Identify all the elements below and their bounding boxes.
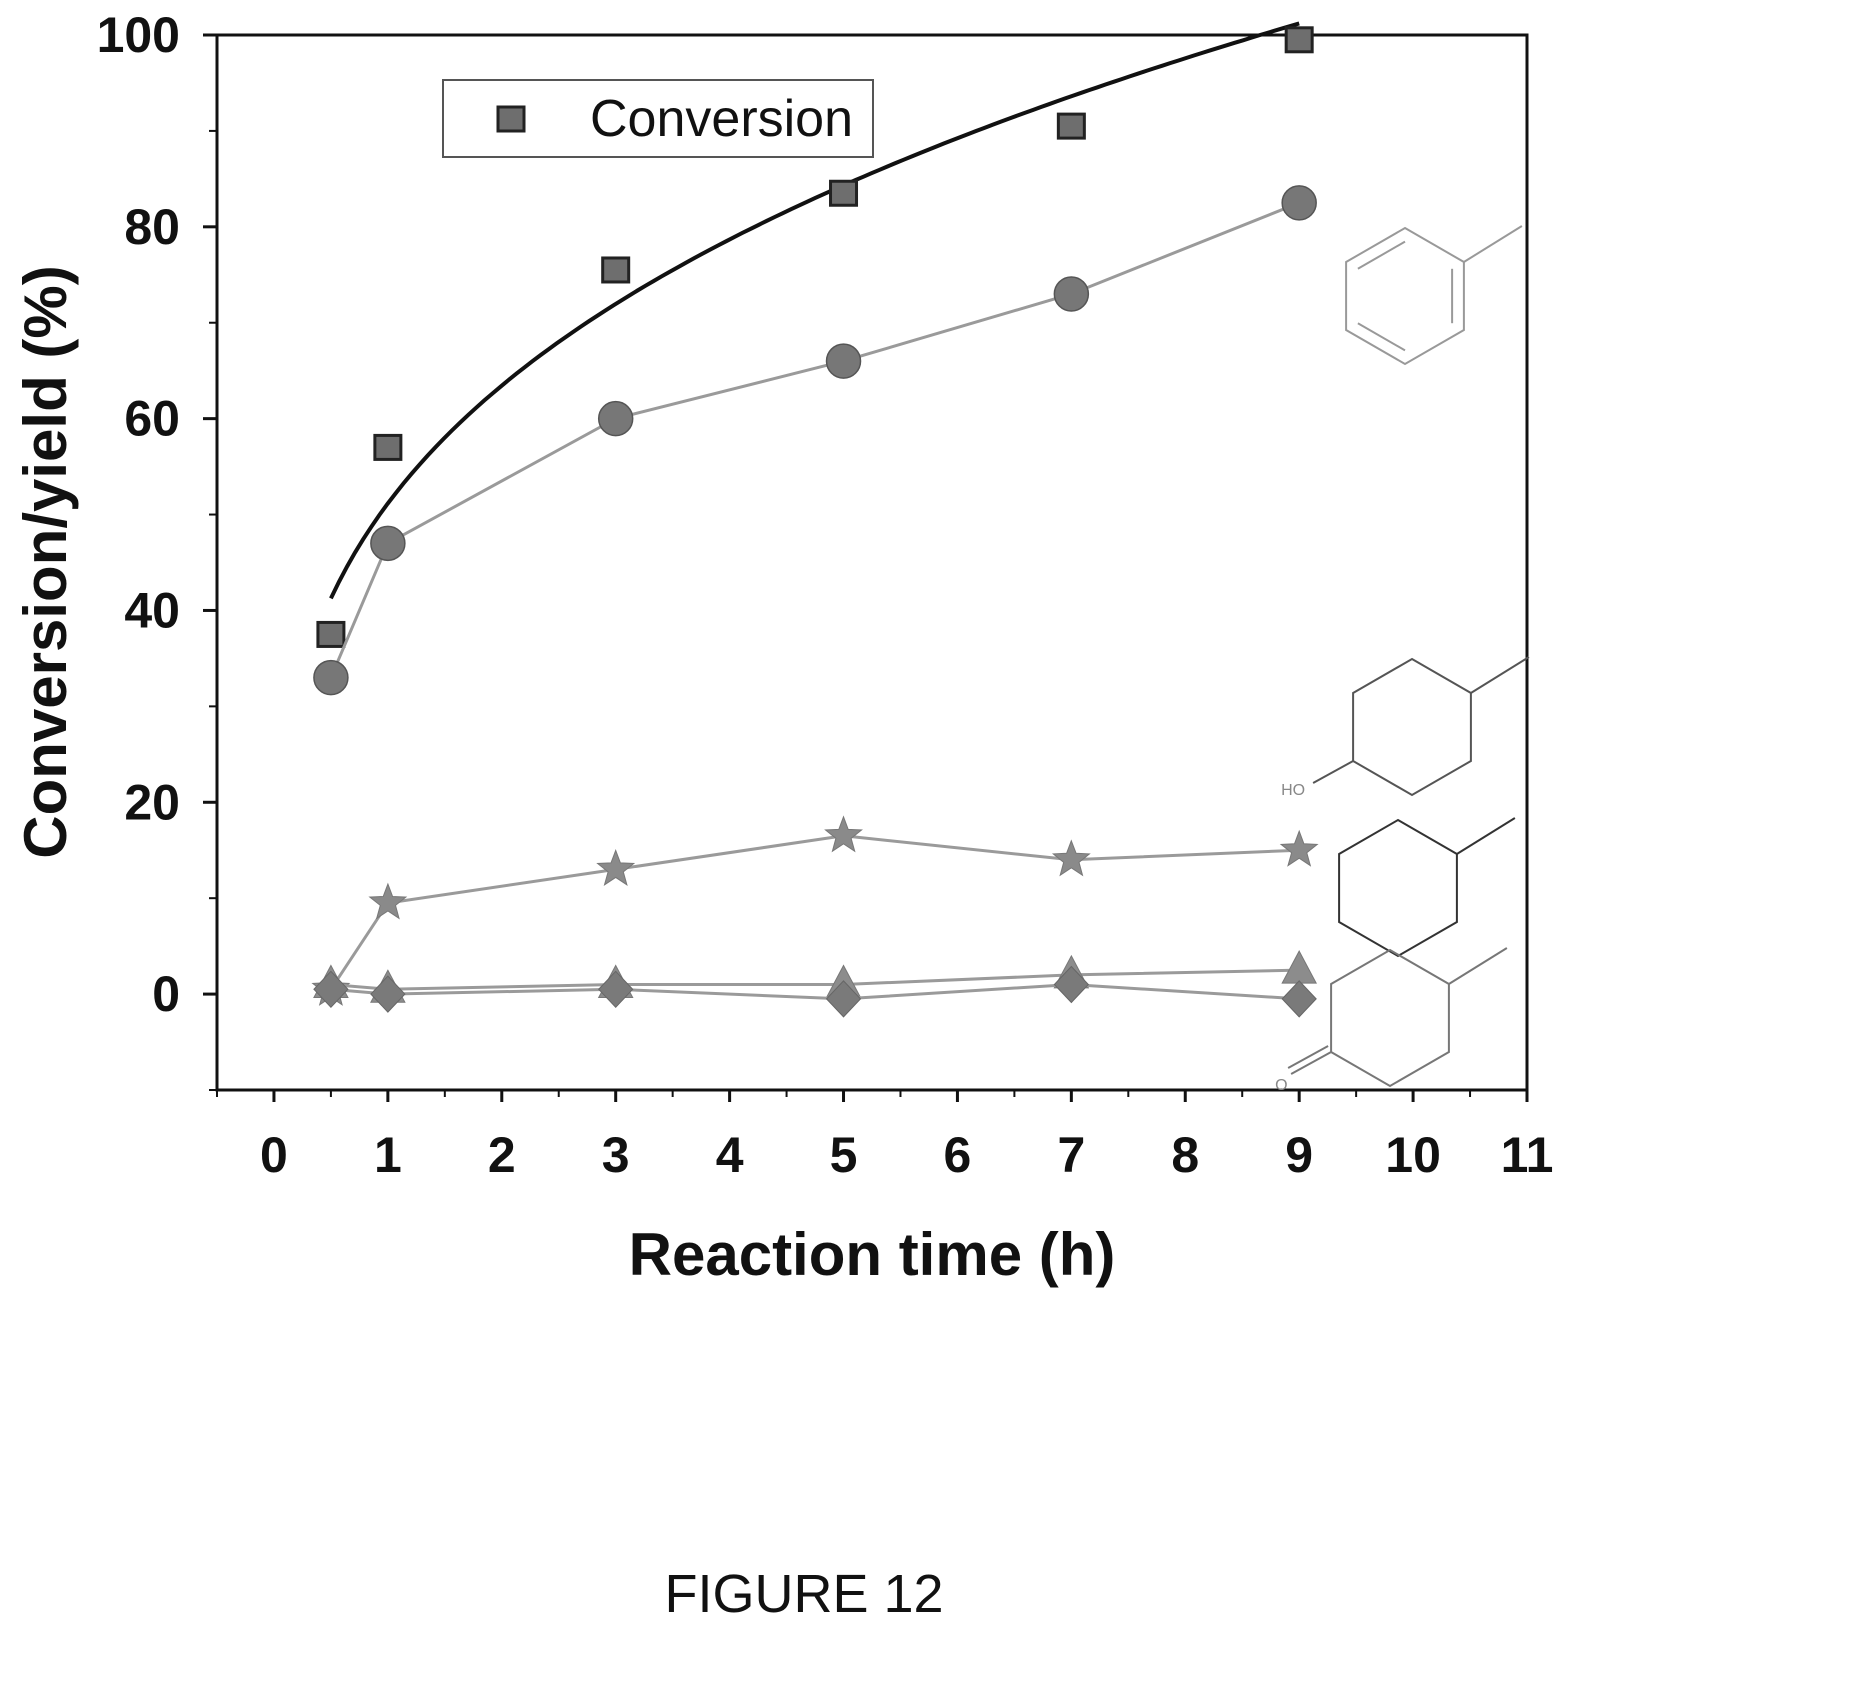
y-tick-label: 100 <box>97 7 180 63</box>
x-tick-label: 4 <box>716 1127 744 1183</box>
square-point <box>829 179 859 207</box>
4-methylcyclohexanone-co-bond-2 <box>1287 1045 1329 1069</box>
x-tick-label: 9 <box>1285 1127 1313 1183</box>
4-methylcyclohexanone-co-bond <box>1290 1051 1332 1075</box>
x-tick-label: 7 <box>1057 1127 1085 1183</box>
circle-point <box>597 400 634 437</box>
circle-series-line <box>329 201 1300 679</box>
diamond-point <box>1053 965 1090 1004</box>
x-tick-label: 2 <box>488 1127 516 1183</box>
legend: Conversion <box>442 79 874 158</box>
circle-point <box>1281 185 1317 221</box>
square-point <box>1284 26 1314 54</box>
star-point <box>1279 829 1319 867</box>
triangle-point <box>1281 950 1318 984</box>
star-series-line <box>329 834 1300 991</box>
star-point <box>1051 839 1091 877</box>
x-tick-label: 11 <box>1501 1127 1554 1183</box>
triangle-series-line <box>330 968 1300 991</box>
y-tick-label: 20 <box>124 774 180 830</box>
star-point <box>824 815 863 853</box>
diamond-point <box>370 975 406 1013</box>
square-point <box>601 256 631 284</box>
y-axis-title: Conversion/yield (%) <box>12 265 79 858</box>
conversion-fit-curve <box>329 21 1300 600</box>
figure-caption: FIGURE 12 <box>664 1564 943 1624</box>
4-methylcyclohexanol-label: HO <box>1281 782 1305 799</box>
circle-point <box>1053 276 1090 312</box>
y-tick-label: 80 <box>124 199 180 255</box>
4-methylcyclohexanone-methyl <box>1448 947 1508 985</box>
y-tick-label: 60 <box>124 391 180 447</box>
methylcyclohexane-ring <box>1338 818 1458 958</box>
plot-frame <box>215 33 1529 1092</box>
x-tick-label: 3 <box>602 1127 630 1183</box>
circle-point <box>313 659 349 696</box>
x-axis-title: Reaction time (h) <box>629 1221 1116 1288</box>
y-tick-label: 0 <box>152 966 180 1022</box>
4-methylcyclohexanol-oh-bond <box>1312 760 1354 784</box>
legend-label: Conversion <box>590 90 853 148</box>
methylcyclohexane-methyl <box>1456 817 1516 855</box>
toluene-double-bond <box>1357 240 1406 270</box>
4-methylcyclohexanone-ring <box>1330 948 1450 1088</box>
toluene-ring <box>1345 226 1465 366</box>
toluene-double-bond <box>1357 322 1406 352</box>
diamond-point <box>313 970 349 1009</box>
x-tick-label: 6 <box>944 1127 972 1183</box>
fit-curve-group <box>329 21 1300 600</box>
4-methylcyclohexanone-label: O <box>1275 1077 1287 1094</box>
4-methylcyclohexanol-methyl <box>1470 656 1530 694</box>
circle-point <box>370 525 406 562</box>
diamond-point <box>598 970 634 1009</box>
toluene-methyl <box>1463 225 1523 263</box>
4-methylcyclohexanol-ring <box>1352 657 1472 797</box>
x-tick-label: 1 <box>374 1127 402 1183</box>
diamond-point <box>1281 980 1317 1018</box>
x-tick-label: 0 <box>260 1127 288 1183</box>
series-group <box>311 26 1319 1018</box>
square-point <box>316 620 346 648</box>
star-point <box>596 848 636 886</box>
legend-square-marker <box>496 105 526 133</box>
x-tick-label: 10 <box>1385 1127 1441 1183</box>
square-point <box>1056 112 1086 140</box>
structures-group: HO O <box>1275 225 1530 1094</box>
x-tick-label: 8 <box>1171 1127 1199 1183</box>
star-point <box>368 882 408 920</box>
circle-point <box>825 343 862 379</box>
diamond-point <box>825 980 862 1018</box>
axis-ticks: 0 1 2 3 4 5 6 7 8 9 10 11 0 20 40 60 80 100 <box>97 7 1554 1183</box>
y-tick-label: 40 <box>124 582 180 638</box>
x-tick-label: 5 <box>830 1127 858 1183</box>
square-point <box>373 433 403 461</box>
